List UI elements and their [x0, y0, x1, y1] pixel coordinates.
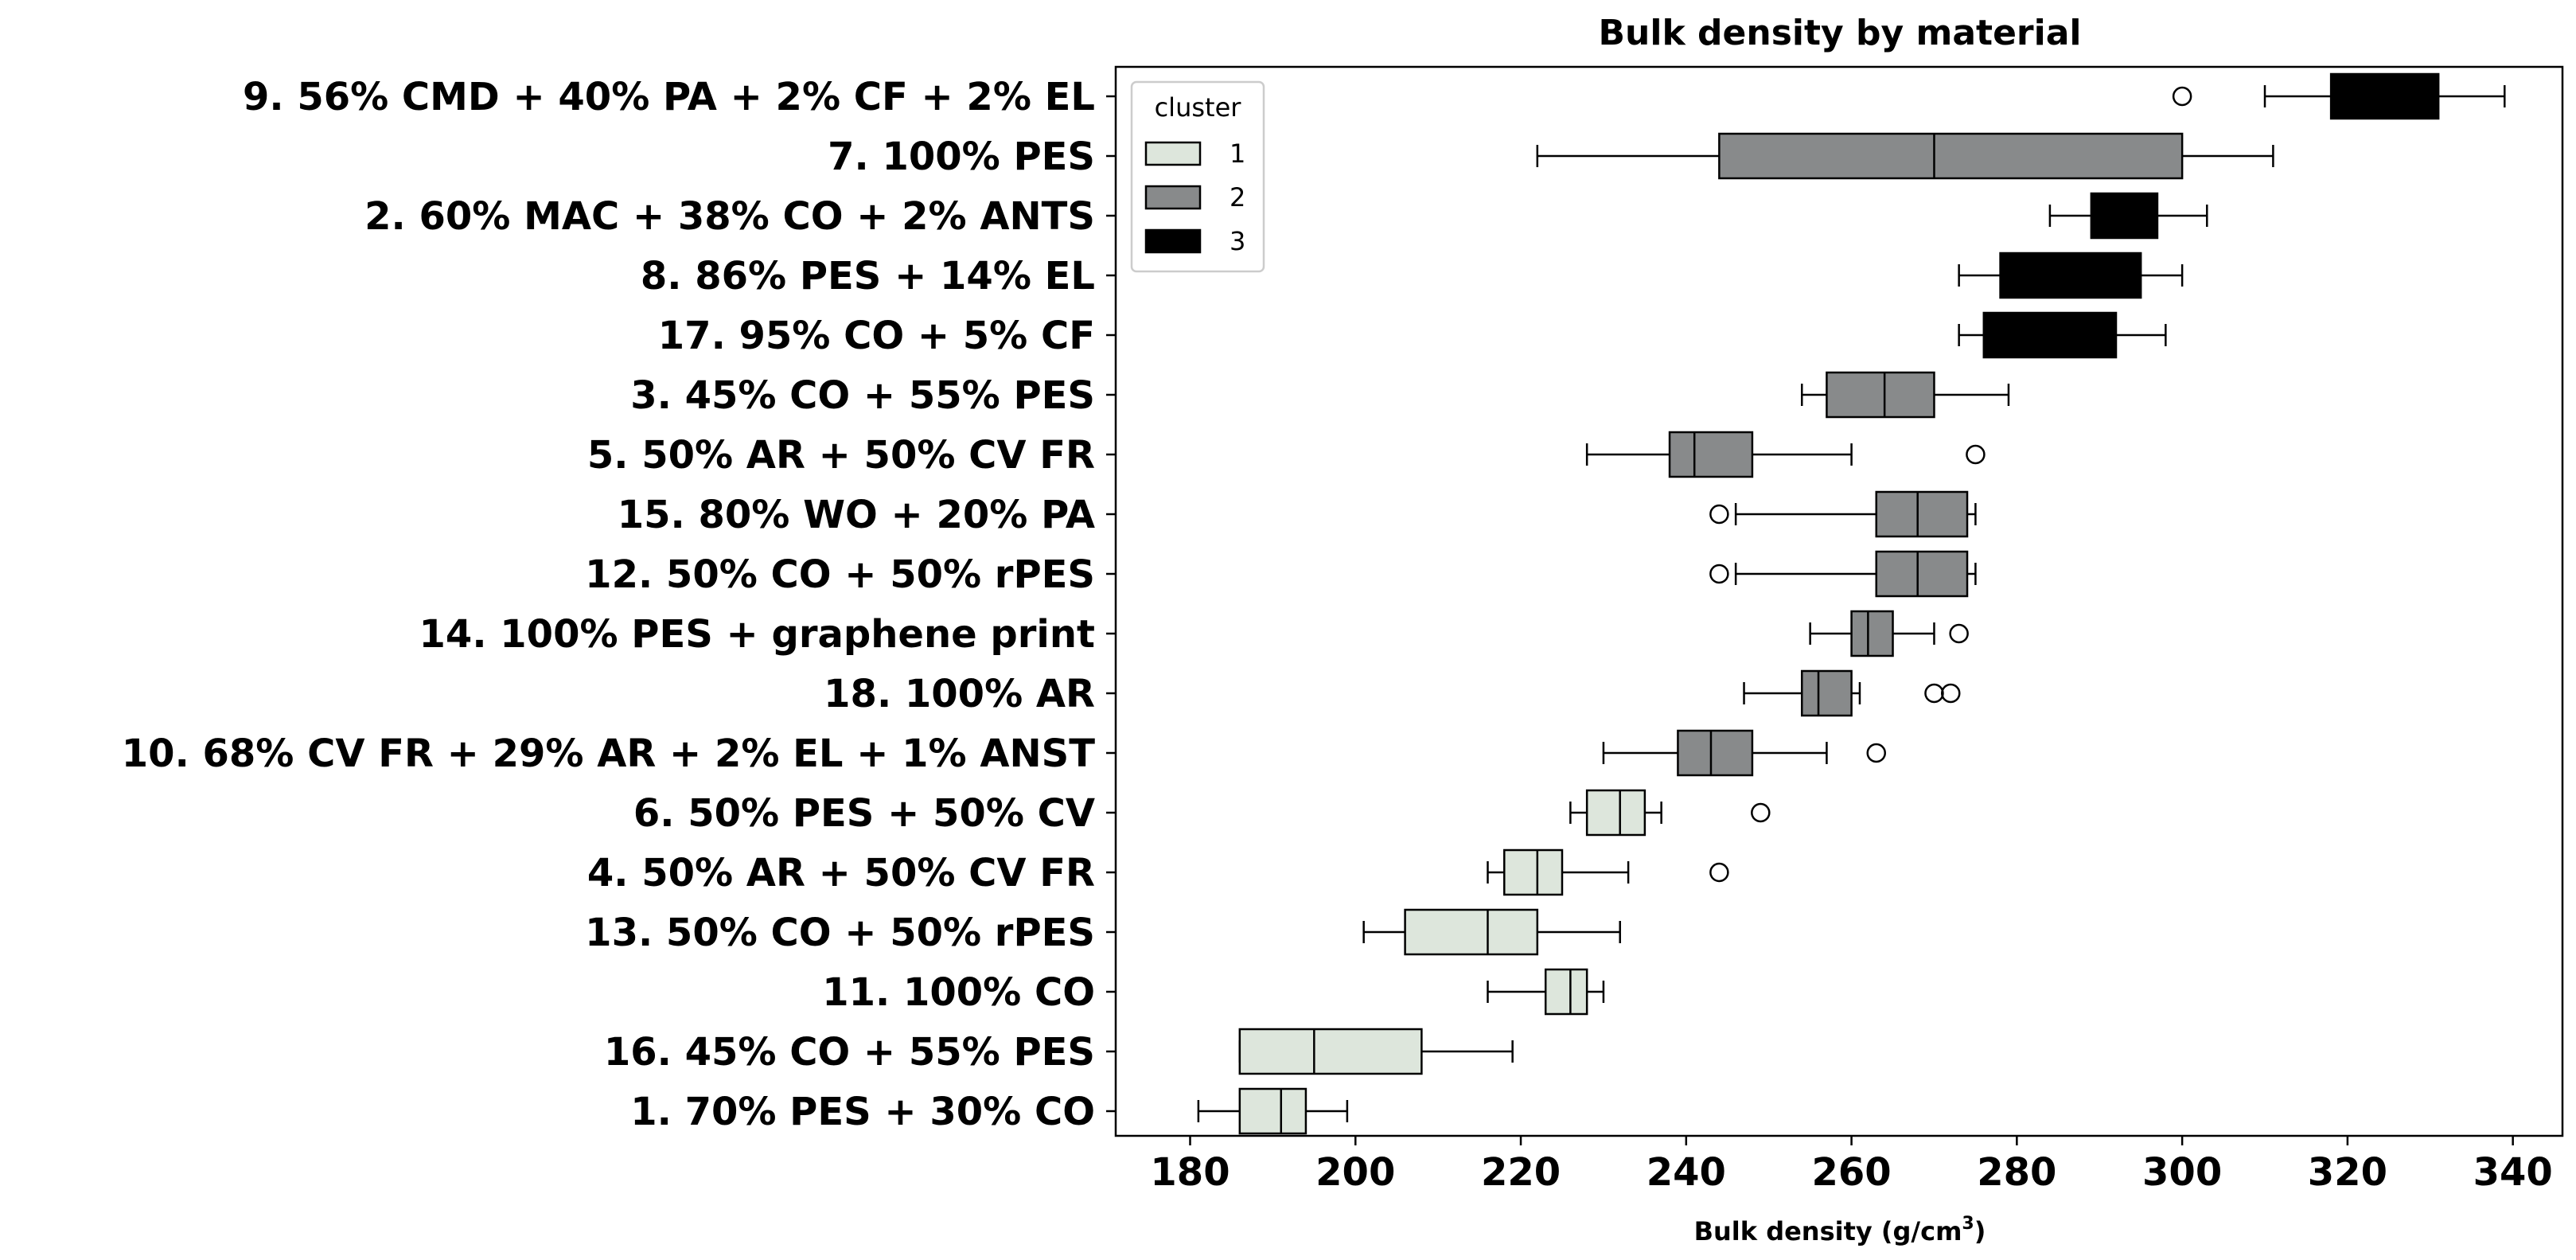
box-iqr [1982, 311, 2118, 359]
legend-label: 3 [1230, 226, 1245, 256]
box-group [1569, 789, 1771, 837]
x-tick-label: 240 [1647, 1150, 1726, 1195]
category-label: 17. 95% CO + 5% CF [658, 314, 1095, 358]
box-group [1958, 311, 2167, 359]
legend-label: 2 [1230, 182, 1245, 213]
category-label: 3. 45% CO + 55% PES [630, 373, 1095, 418]
x-tick-label: 320 [2308, 1150, 2387, 1195]
x-tick-label: 340 [2473, 1150, 2553, 1195]
box-iqr [1585, 789, 1647, 837]
chart-title: Bulk density by material [1599, 13, 2082, 53]
box-iqr [1718, 132, 2184, 180]
box-group [1809, 610, 1969, 657]
legend-label: 1 [1230, 138, 1245, 169]
x-axis-label-close: ) [1974, 1216, 1986, 1246]
box-group [1743, 669, 1961, 717]
box-iqr [1875, 550, 1969, 598]
x-tick-label: 180 [1150, 1150, 1230, 1195]
outlier-point [1709, 862, 1729, 883]
box-iqr [1850, 610, 1894, 657]
category-label: 6. 50% PES + 50% CV [633, 791, 1095, 836]
box-group [1487, 848, 1729, 896]
outlier-point [1924, 683, 1944, 704]
box-group [1958, 252, 2184, 299]
x-axis: 180 200 220 240 260 280 300 320 340 [1150, 1136, 2553, 1195]
x-axis-label: Bulk density (g/cm3) [1694, 1214, 1986, 1246]
x-tick-label: 280 [1977, 1150, 2056, 1195]
box-group [1197, 1087, 1349, 1135]
x-tick-label: 220 [1481, 1150, 1561, 1195]
category-label: 10. 68% CV FR + 29% AR + 2% EL + 1% ANST [122, 731, 1095, 776]
category-label: 13. 50% CO + 50% rPES [585, 911, 1095, 955]
box-iqr [1677, 729, 1754, 777]
legend-title: cluster [1155, 92, 1242, 123]
category-label: 7. 100% PES [828, 135, 1095, 179]
outlier-point [1940, 683, 1961, 704]
box-group [1238, 1028, 1514, 1075]
box-iqr [1238, 1087, 1307, 1135]
category-label: 18. 100% AR [824, 672, 1095, 716]
category-label: 4. 50% AR + 50% CV FR [587, 851, 1095, 895]
box-iqr [2329, 72, 2440, 120]
outlier-point [1709, 504, 1729, 525]
category-label: 11. 100% CO [822, 970, 1095, 1015]
category-label: 15. 80% WO + 20% PA [618, 493, 1095, 537]
category-labels: 9. 56% CMD + 40% PA + 2% CF + 2% EL 7. 10… [122, 75, 1116, 1134]
box-iqr [1668, 431, 1754, 478]
outlier-point [1866, 743, 1886, 763]
outlier-point [1751, 802, 1771, 823]
box-iqr [1544, 968, 1588, 1016]
boxes-layer [1197, 72, 2506, 1135]
legend-swatch [1144, 185, 1202, 210]
x-tick-label: 200 [1315, 1150, 1395, 1195]
box-group [1602, 729, 1886, 777]
legend: cluster 1 2 3 [1130, 80, 1265, 273]
category-label: 9. 56% CMD + 40% PA + 2% CF + 2% EL [243, 75, 1095, 119]
legend-entries: 1 2 3 [1144, 138, 1245, 256]
box-iqr [1875, 490, 1969, 538]
box-iqr [1801, 669, 1853, 717]
category-label: 12. 50% CO + 50% rPES [585, 552, 1095, 597]
box-group [2172, 72, 2506, 120]
category-label: 2. 60% MAC + 38% CO + 2% ANTS [364, 194, 1095, 239]
legend-swatch [1144, 228, 1202, 254]
category-label: 5. 50% AR + 50% CV FR [587, 433, 1095, 478]
legend-swatch [1144, 141, 1202, 166]
category-label: 8. 86% PES + 14% EL [641, 254, 1095, 298]
box-group [1801, 371, 2010, 419]
category-label: 16. 45% CO + 55% PES [604, 1030, 1095, 1075]
box-group [1709, 490, 1977, 538]
plot-area [1114, 65, 2564, 1137]
box-group [1536, 132, 2274, 180]
box-group [1487, 968, 1605, 1016]
box-iqr [1503, 848, 1564, 896]
legend-frame [1130, 80, 1265, 273]
box-group [1709, 550, 1977, 598]
box-iqr [1238, 1028, 1423, 1075]
outlier-point [2172, 86, 2192, 107]
box-iqr [1404, 908, 1539, 956]
box-iqr [1999, 252, 2142, 299]
box-group [1362, 908, 1621, 956]
box-iqr [1826, 371, 1935, 419]
box-group [2048, 192, 2208, 240]
box-group [1585, 431, 1986, 478]
category-label: 1. 70% PES + 30% CO [630, 1090, 1095, 1134]
outlier-point [1966, 444, 1986, 465]
x-axis-label-text: Bulk density (g/cm [1694, 1216, 1962, 1246]
x-axis-label-superscript: 3 [1962, 1214, 1974, 1234]
outlier-point [1949, 623, 1969, 644]
x-tick-label: 300 [2142, 1150, 2222, 1195]
category-label: 14. 100% PES + graphene print [419, 612, 1095, 657]
outlier-point [1709, 564, 1729, 584]
x-tick-label: 260 [1811, 1150, 1891, 1195]
